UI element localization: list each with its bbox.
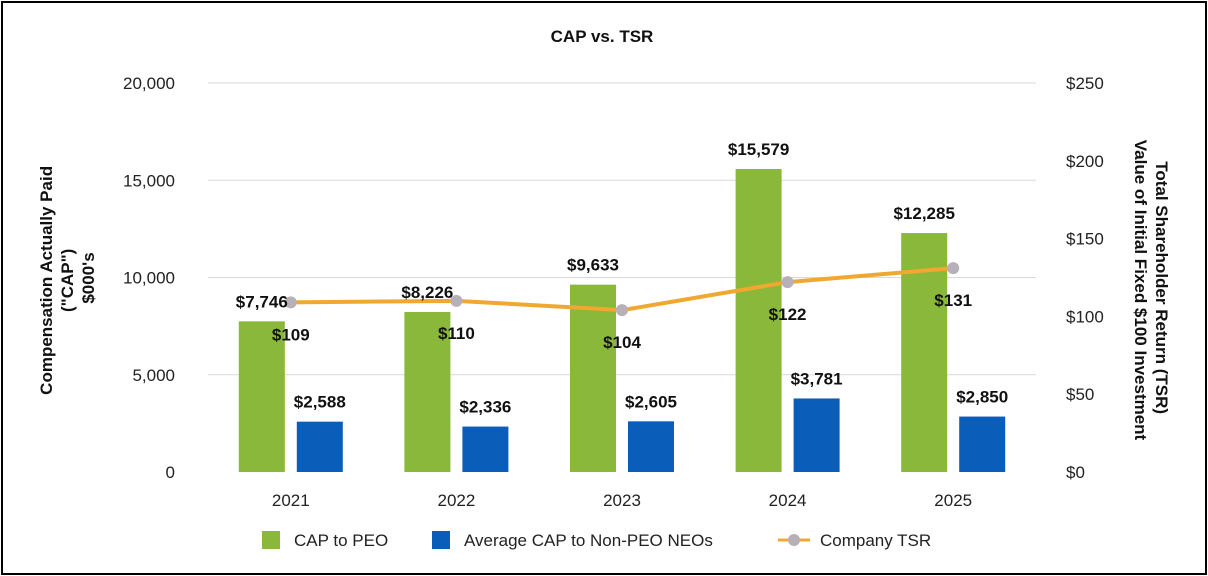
data-label-tsr: $131 <box>934 291 972 310</box>
y2-axis-title-line-2: Value of Initial Fixed $100 Investment <box>1131 140 1150 441</box>
right-axis-ticks: $0 $50 $100 $150 $200 $250 <box>1066 74 1104 482</box>
tsr-marker <box>284 296 297 309</box>
data-label-cap-neo: $3,781 <box>791 369 843 388</box>
bar-cap-neo <box>959 416 1006 472</box>
right-tick-label: $100 <box>1066 307 1104 326</box>
category-label: 2022 <box>437 491 475 510</box>
left-tick-label: 15,000 <box>123 171 175 190</box>
legend-label-cap-neo: Average CAP to Non-PEO NEOs <box>464 531 713 550</box>
left-tick-label: 0 <box>166 463 175 482</box>
bar-cap-neo <box>462 426 509 472</box>
tsr-marker <box>616 304 628 317</box>
data-label-cap-neo: $2,588 <box>294 393 346 412</box>
y-axis-title-line-3: $000's <box>79 252 98 303</box>
data-label-cap-peo: $12,285 <box>893 204 954 223</box>
category-label: 2024 <box>769 491 807 510</box>
bar-cap-peo <box>238 321 285 472</box>
data-label-cap-neo: $2,336 <box>459 398 511 417</box>
y-axis-title-line-1: Compensation Actually Paid <box>37 166 56 395</box>
right-tick-label: $50 <box>1066 385 1094 404</box>
data-label-cap-peo: $9,633 <box>567 256 619 275</box>
gridlines <box>208 82 1036 376</box>
tsr-line <box>284 262 960 317</box>
category-label: 2021 <box>272 491 310 510</box>
left-tick-label: 5,000 <box>132 366 175 385</box>
y2-axis-title-line-1: Total Shareholder Return (TSR) <box>1152 161 1171 414</box>
tsr-marker <box>781 276 794 289</box>
bar-cap-neo <box>296 421 343 472</box>
tsr-marker <box>947 262 960 275</box>
left-tick-label: 20,000 <box>123 74 175 93</box>
data-label-tsr: $122 <box>769 305 807 324</box>
right-tick-label: $0 <box>1066 463 1085 482</box>
bar-cap-neo <box>793 398 840 472</box>
right-tick-label: $250 <box>1066 74 1104 93</box>
legend-swatch-cap-peo <box>262 531 280 549</box>
tsr-marker <box>450 294 463 307</box>
bar-cap-peo <box>570 284 616 472</box>
y-axis-title: Compensation Actually Paid ("CAP") $000'… <box>37 161 98 395</box>
legend-swatch-cap-neo <box>432 531 450 549</box>
bar-cap-peo <box>404 312 451 472</box>
data-label-tsr: $109 <box>272 325 310 344</box>
category-labels: 2021 2022 2023 2024 2025 <box>272 491 972 510</box>
category-label: 2025 <box>934 491 972 510</box>
chart-title: CAP vs. TSR <box>551 27 654 46</box>
data-label-cap-neo: $2,850 <box>956 388 1008 407</box>
y2-axis-title: Total Shareholder Return (TSR) Value of … <box>1131 140 1171 441</box>
bar-cap-neo <box>628 421 674 472</box>
legend: CAP to PEO Average CAP to Non-PEO NEOs C… <box>262 531 931 550</box>
legend-marker-tsr <box>788 534 800 546</box>
data-label-cap-peo: $7,746 <box>236 292 288 311</box>
bar-cap-peo <box>735 168 782 472</box>
data-label-cap-peo: $15,579 <box>728 140 789 159</box>
right-tick-label: $200 <box>1066 152 1104 171</box>
tsr-line-path <box>290 266 954 313</box>
legend-label-cap-peo: CAP to PEO <box>294 531 388 550</box>
bars <box>238 168 1006 472</box>
left-axis-ticks: 0 5,000 10,000 15,000 20,000 <box>123 74 175 482</box>
left-tick-label: 10,000 <box>123 269 175 288</box>
data-label-cap-peo: $8,226 <box>401 283 453 302</box>
y-axis-title-line-2: ("CAP") <box>58 249 77 312</box>
data-label-cap-neo: $2,605 <box>625 392 677 411</box>
legend-label-tsr: Company TSR <box>820 531 931 550</box>
data-label-tsr: $104 <box>603 333 641 352</box>
category-label: 2023 <box>603 491 641 510</box>
data-label-tsr: $110 <box>438 324 475 343</box>
right-tick-label: $150 <box>1066 230 1104 249</box>
data-labels: $7,746 $2,588 $8,226 $2,336 $9,633 $2,605 $15,… <box>236 140 1008 417</box>
